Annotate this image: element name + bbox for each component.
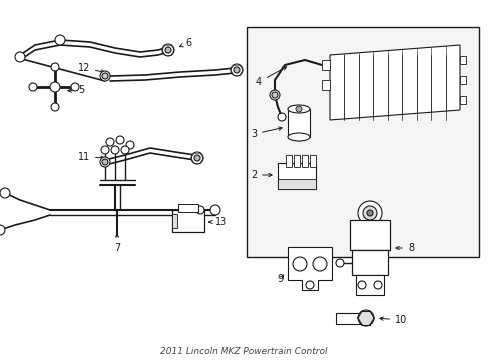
Circle shape (269, 90, 280, 100)
Circle shape (102, 73, 108, 79)
Bar (293, 155, 299, 167)
Bar (285, 155, 291, 167)
Text: 9: 9 (277, 274, 284, 284)
Text: 10: 10 (379, 315, 407, 325)
Circle shape (196, 206, 203, 214)
Circle shape (162, 44, 174, 56)
Circle shape (194, 155, 200, 161)
Bar (278, 179, 315, 189)
Circle shape (357, 281, 365, 289)
Text: 5: 5 (68, 85, 84, 95)
Bar (302, 155, 307, 167)
Circle shape (106, 138, 114, 146)
Circle shape (191, 152, 203, 164)
Ellipse shape (287, 105, 309, 113)
Circle shape (305, 281, 313, 289)
Polygon shape (329, 45, 459, 120)
Bar (321, 80, 329, 90)
Circle shape (51, 63, 59, 71)
Circle shape (55, 35, 65, 45)
Bar (349, 220, 389, 250)
Text: 13: 13 (208, 217, 227, 227)
Circle shape (116, 136, 124, 144)
Circle shape (121, 146, 129, 154)
Bar (335, 313, 363, 324)
Circle shape (295, 106, 302, 112)
Circle shape (362, 206, 376, 220)
Circle shape (209, 205, 220, 215)
Bar (309, 155, 315, 167)
Circle shape (234, 67, 240, 73)
Circle shape (357, 201, 381, 225)
Text: 4: 4 (255, 67, 286, 87)
Bar (178, 204, 198, 212)
Bar (287, 109, 309, 137)
Text: 11: 11 (78, 152, 104, 162)
Text: 12: 12 (78, 63, 104, 73)
Bar (459, 96, 465, 104)
Circle shape (100, 157, 110, 167)
Circle shape (373, 281, 381, 289)
Bar (246, 27, 478, 257)
Text: 1: 1 (359, 265, 366, 275)
Text: 7: 7 (114, 234, 120, 253)
Circle shape (292, 257, 306, 271)
Ellipse shape (287, 133, 309, 141)
Circle shape (312, 257, 326, 271)
Bar (459, 56, 465, 64)
Circle shape (0, 225, 5, 235)
Circle shape (71, 83, 79, 91)
Bar (321, 60, 329, 70)
Circle shape (100, 71, 110, 81)
Circle shape (102, 159, 108, 165)
Circle shape (111, 146, 119, 154)
Bar (172, 210, 203, 232)
Bar (351, 250, 387, 275)
Bar (355, 275, 383, 295)
Circle shape (278, 113, 285, 121)
Circle shape (335, 259, 343, 267)
Circle shape (271, 92, 278, 98)
Circle shape (15, 52, 25, 62)
Circle shape (357, 310, 373, 326)
Text: 2: 2 (250, 170, 272, 180)
Bar (459, 76, 465, 84)
Circle shape (50, 82, 60, 92)
Circle shape (366, 210, 372, 216)
Bar (172, 214, 177, 228)
Circle shape (29, 83, 37, 91)
Circle shape (51, 103, 59, 111)
Bar (278, 163, 315, 189)
Circle shape (126, 141, 134, 149)
Circle shape (230, 64, 243, 76)
Polygon shape (287, 247, 331, 290)
Text: 8: 8 (395, 243, 413, 253)
Text: 3: 3 (250, 127, 282, 139)
Circle shape (164, 47, 171, 53)
Circle shape (101, 146, 109, 154)
Text: 2011 Lincoln MKZ Powertrain Control: 2011 Lincoln MKZ Powertrain Control (160, 347, 327, 356)
Circle shape (0, 188, 10, 198)
Text: 6: 6 (179, 38, 191, 48)
